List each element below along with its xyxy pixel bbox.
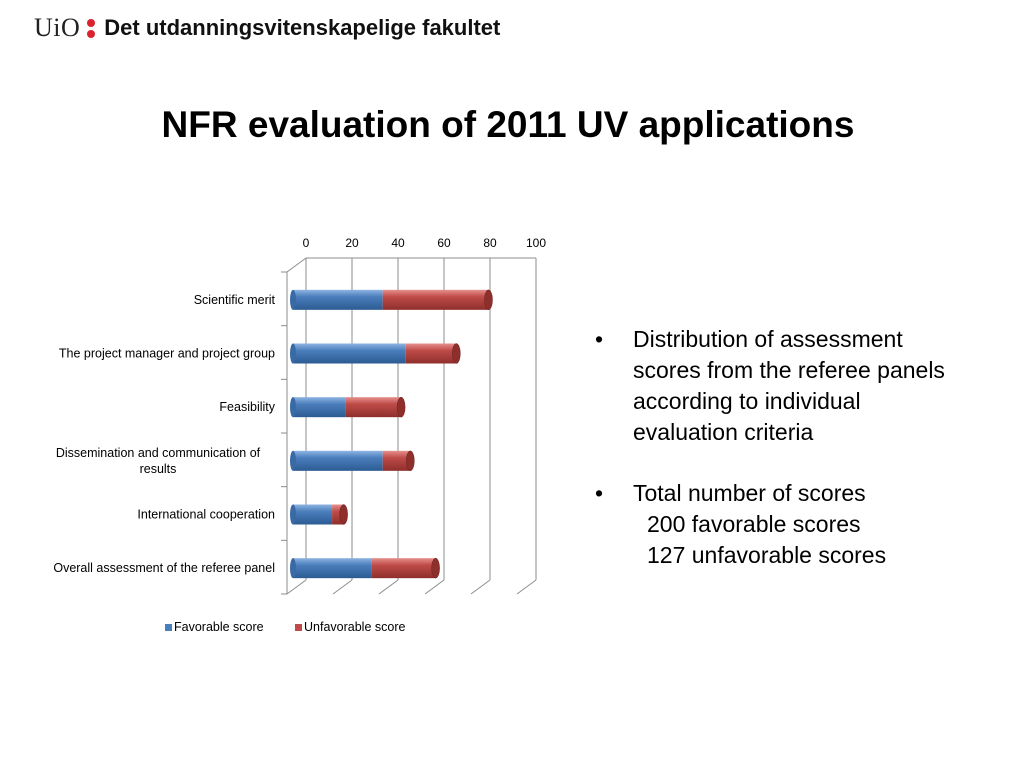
floor-gridline <box>378 579 399 595</box>
bullet-list: • Distribution of assessment scores from… <box>591 324 1011 571</box>
header: UiO Det utdanningsvitenskapelige fakulte… <box>34 12 500 44</box>
bullet-line: evaluation criteria <box>633 419 814 445</box>
unfavorable-bar <box>345 397 402 418</box>
category-label: Dissemination and communication of <box>56 446 261 460</box>
unfavorable-total: 127 unfavorable scores <box>647 542 887 568</box>
floor-gridline <box>470 579 491 595</box>
floor-gridline <box>332 579 353 595</box>
bullet-item-totals: • Total number of scores 200 favorable s… <box>591 478 1011 571</box>
favorable-bar <box>293 343 406 364</box>
bar-start-cap <box>290 343 296 364</box>
stacked-bar-chart: 0 20 40 60 80 100 Scientific merit The project … <box>53 236 546 634</box>
favorable-bar <box>293 558 372 579</box>
category-label: Scientific merit <box>194 293 276 307</box>
bar-start-cap <box>290 558 296 579</box>
logo-separator-icon <box>86 16 96 40</box>
tick-label: 60 <box>437 236 451 250</box>
bullet-heading: Total number of scores <box>633 480 866 506</box>
slide-title: NFR evaluation of 2011 UV applications <box>161 104 855 145</box>
floor-gridline <box>424 579 445 595</box>
uio-logo: UiO <box>34 13 81 42</box>
bullet-marker: • <box>595 326 604 352</box>
bar-end-cap <box>452 343 461 364</box>
floor-gridline <box>286 579 307 595</box>
tick-label: 100 <box>526 236 546 250</box>
chart: 0 20 40 60 80 100 Scientific merit The project … <box>0 225 570 650</box>
tick-label: 20 <box>345 236 359 250</box>
side-wall-top <box>286 257 307 273</box>
bullet-marker: • <box>595 480 604 506</box>
bullet-line: scores from the referee panels <box>633 357 945 383</box>
bar-end-cap <box>431 557 440 579</box>
legend-label: Unfavorable score <box>304 620 405 634</box>
bullet-line: according to individual <box>633 388 861 414</box>
unfavorable-bar <box>382 450 411 471</box>
floor-gridline <box>516 579 537 595</box>
unfavorable-bar <box>371 558 436 579</box>
legend-swatch <box>165 624 172 631</box>
tick-label: 0 <box>303 236 310 250</box>
tick-label: 40 <box>391 236 405 250</box>
bar-end-cap <box>484 289 493 311</box>
bar-start-cap <box>290 450 296 471</box>
category-label: The project manager and project group <box>59 347 275 361</box>
tick-label: 80 <box>483 236 497 250</box>
bar-end-cap <box>396 396 406 418</box>
bar-start-cap <box>290 504 296 525</box>
legend-label: Favorable score <box>174 620 264 634</box>
bar-start-cap <box>290 397 296 418</box>
bar-start-cap <box>290 289 296 310</box>
favorable-bar <box>293 397 346 418</box>
category-label: International cooperation <box>137 508 275 522</box>
faculty-name: Det utdanningsvitenskapelige fakultet <box>104 15 501 40</box>
category-label: Overall assessment of the referee panel <box>53 561 275 575</box>
bullet-item-distribution: • Distribution of assessment scores from… <box>591 324 1011 448</box>
bullet-line: Distribution of assessment <box>633 326 903 352</box>
favorable-bar <box>293 504 333 525</box>
favorable-total: 200 favorable scores <box>647 511 861 537</box>
unfavorable-bar <box>332 504 344 525</box>
bar-end-cap <box>406 450 415 472</box>
bar-end-cap <box>339 504 348 525</box>
category-label: Feasibility <box>219 400 275 414</box>
category-label: results <box>140 462 177 476</box>
legend-swatch <box>295 624 302 631</box>
unfavorable-bar <box>405 343 457 364</box>
favorable-bar <box>293 289 383 310</box>
unfavorable-bar <box>382 289 489 310</box>
favorable-bar <box>293 450 383 471</box>
